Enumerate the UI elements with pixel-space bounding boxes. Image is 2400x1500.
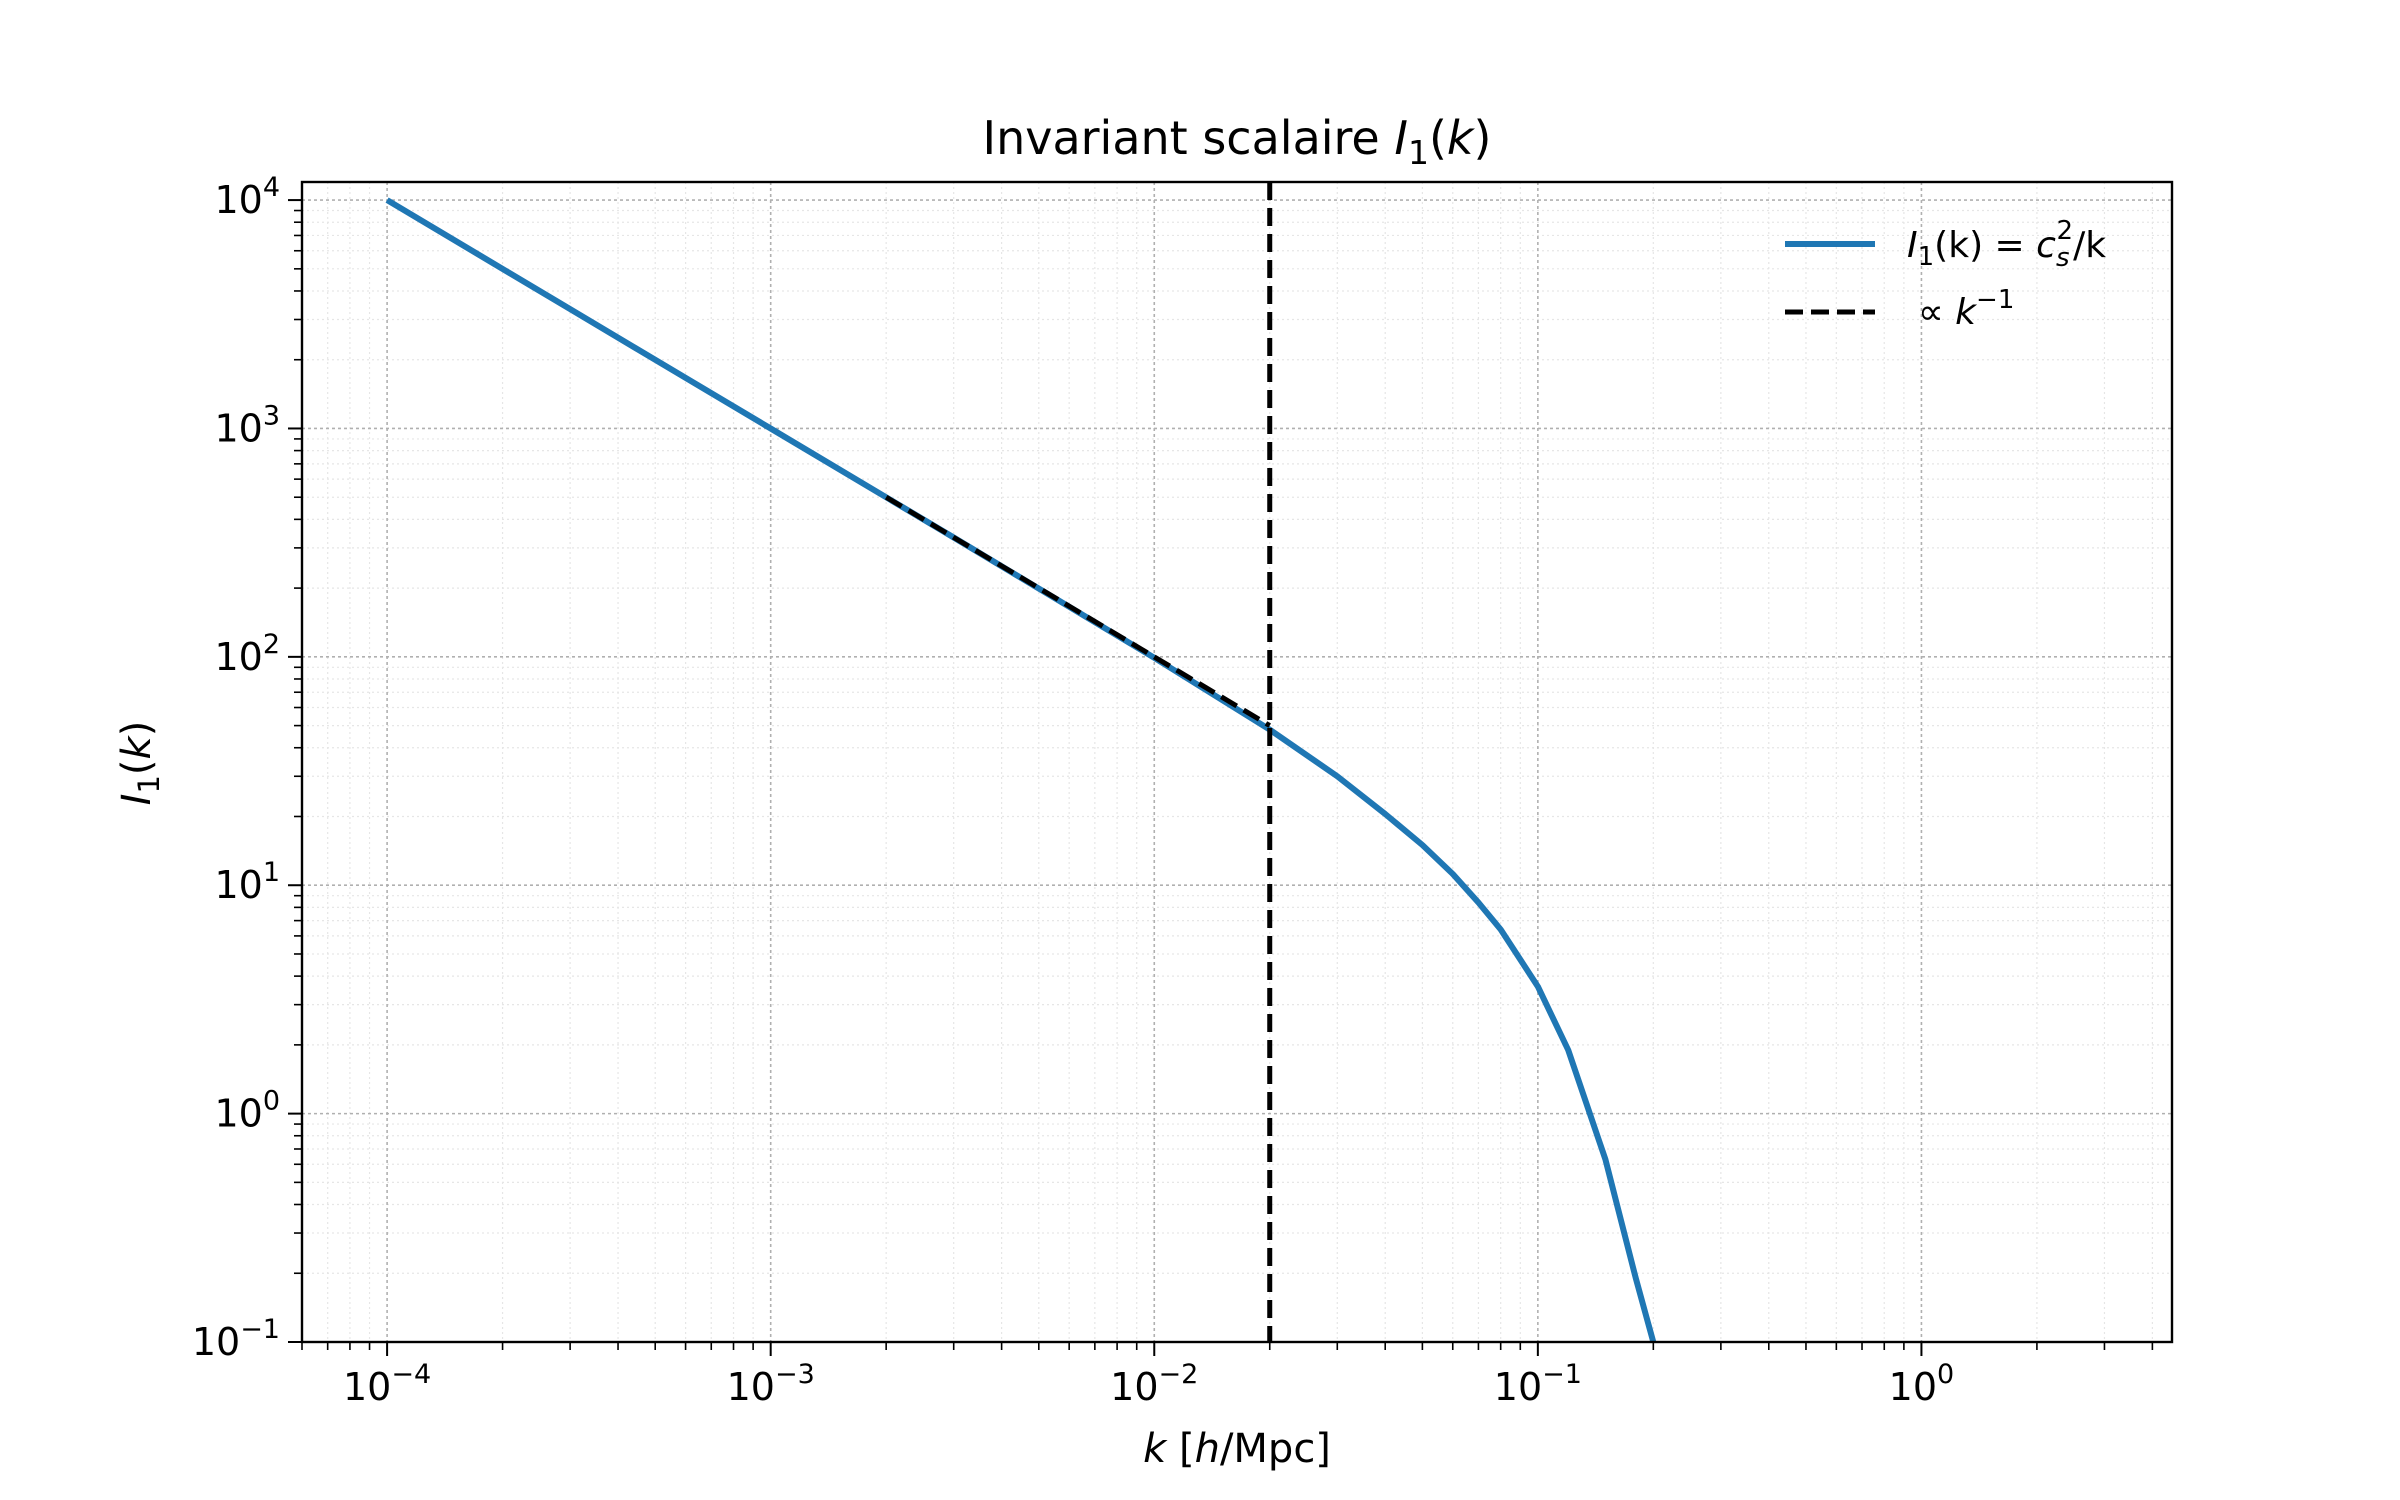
x-tick-label: 10−3: [727, 1359, 815, 1409]
y-tick-label: 104: [214, 172, 280, 222]
legend: I1(k) = cs2/k ∝ k−1: [1785, 216, 2106, 333]
plot-frame: [300, 180, 2174, 1344]
y-axis-label: I1(k): [114, 721, 166, 806]
legend-label-i1: I1(k) = cs2/k: [1907, 216, 2106, 273]
x-axis-label: k [h/Mpc]: [1143, 1426, 1331, 1472]
major-grid: [302, 182, 2172, 1343]
y-tick-label: 101: [214, 857, 280, 907]
chart-title: Invariant scalaire I1(k): [983, 111, 1492, 172]
minor-grid: [301, 182, 2172, 1342]
x-tick-label: 100: [1889, 1359, 1955, 1409]
series-layer: [385, 197, 1657, 1343]
x-tick-label: 10−2: [1110, 1359, 1198, 1409]
y-tick-label: 103: [214, 400, 280, 450]
tick-layer: [288, 199, 2154, 1356]
x-tick-labels: 10−4 10−3 10−2 10−1 100: [343, 1359, 1954, 1409]
y-tick-label: 10−1: [192, 1314, 280, 1364]
x-tick-label: 10−1: [1494, 1359, 1582, 1409]
y-tick-label: 100: [214, 1086, 280, 1136]
y-tick-labels: 10−1 100 101 102 103 104: [192, 172, 280, 1364]
legend-label-proportional: ∝ k−1: [1918, 285, 2014, 333]
y-tick-label: 102: [214, 629, 280, 679]
x-tick-label: 10−4: [343, 1359, 431, 1409]
series-proportional-line: [884, 495, 1271, 728]
